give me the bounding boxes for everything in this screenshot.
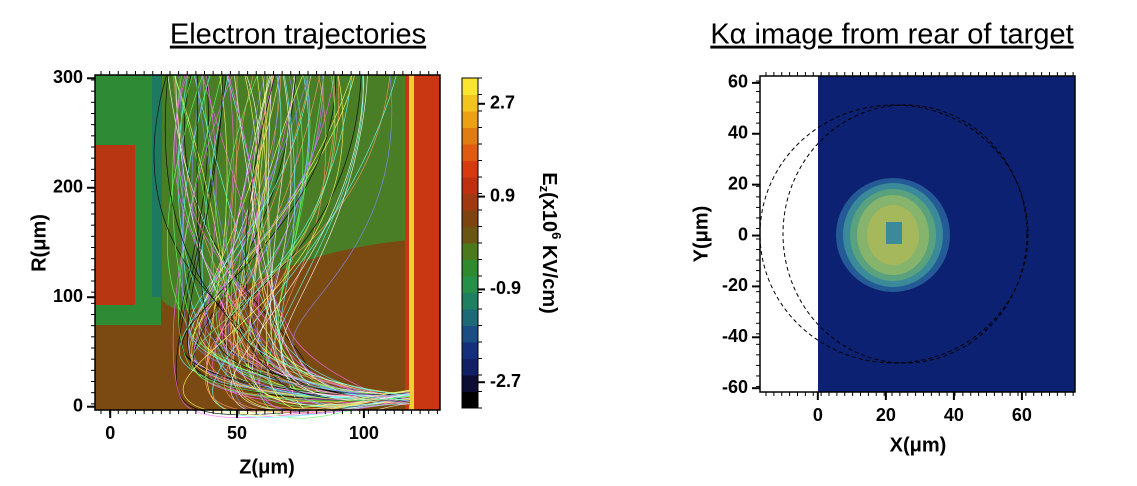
colorbar-band [462,292,478,310]
trajectory [266,74,411,408]
y-tick-label: 0 [73,395,83,415]
colorbar-tick-label: -0.9 [490,278,521,298]
field-region [95,145,135,305]
y-tick-label: 20 [728,173,748,193]
colorbar-band [462,127,478,145]
chart-title: Kα image from rear of target [710,19,1073,51]
y-axis-label: Y(μm) [690,206,712,263]
colorbar-band [462,342,478,359]
colorbar-tick-label: -2.7 [490,371,521,391]
y-tick-label: 40 [728,123,748,143]
y-tick-label: -40 [722,326,748,346]
trajectory [225,74,411,397]
x-tick-label: 60 [1012,405,1032,425]
x-tick-label: 20 [876,405,896,425]
label-part: KV/cm) [538,239,560,313]
emission-core [886,222,902,244]
colorbar-band [462,276,478,293]
x-axis-label: X(μm) [890,434,947,456]
label-part: E [538,172,560,185]
trajectory [202,74,411,407]
x-tick-label: 0 [813,405,823,425]
colorbar-band [462,243,478,260]
colorbar-band [462,111,478,128]
trajectory [252,74,411,406]
x-tick-label: 0 [105,423,115,443]
trajectory [256,74,411,411]
colorbar-band [462,78,478,95]
label-part: (x10 [538,192,560,232]
colorbar-band [462,226,478,244]
target-outline [782,104,1028,364]
plot-frame [94,74,441,411]
colorbar-band [462,358,478,376]
trajectory [186,74,411,402]
colorbar-band [462,375,478,392]
field-region [152,75,162,297]
colorbar-band [462,94,478,112]
colorbar-label: Ez(x106 KV/cm) [537,172,564,314]
trajectory [175,74,411,396]
colorbar-band [462,160,478,178]
y-tick-label: 300 [53,67,83,87]
y-tick-label: 100 [53,286,83,306]
colorbar-tick-label: 0.9 [490,185,515,205]
y-tick-label: 200 [53,177,83,197]
trajectory [227,74,411,414]
target-outline [759,104,1029,364]
trajectory [195,74,411,396]
colorbar-band [462,259,478,277]
colorbar-band [462,193,478,211]
trajectory [177,74,411,402]
colorbar-tick-label: 2.7 [490,93,515,113]
colorbar-band [462,210,478,227]
y-tick-label: 60 [728,72,748,92]
y-tick-label: -20 [722,275,748,295]
x-tick-label: 40 [944,405,964,425]
colorbar-band [462,309,478,326]
colorbar-band [462,391,478,409]
colorbar-band [462,325,478,343]
trajectory [292,74,411,396]
trajectory [204,74,411,413]
y-tick-label: 0 [738,224,748,244]
y-axis-label: R(μm) [28,214,50,272]
label-part: z [537,186,552,193]
trajectory [238,74,411,396]
field-region [409,75,414,410]
trajectory [182,74,411,414]
trajectory [277,74,411,405]
x-tick-label: 50 [227,423,247,443]
trajectory [233,74,411,405]
y-tick-label: -60 [722,377,748,397]
trajectory [172,74,411,397]
x-tick-label: 100 [349,423,379,443]
label-part: 6 [549,232,564,239]
trajectory [219,74,411,396]
x-axis-label: Z(μm) [239,456,295,478]
trajectory [191,74,411,402]
chart-title: Electron trajectories [170,19,426,51]
colorbar-band [462,144,478,161]
plot-frame [759,75,1076,393]
trajectory [279,74,411,402]
colorbar-band [462,177,478,194]
